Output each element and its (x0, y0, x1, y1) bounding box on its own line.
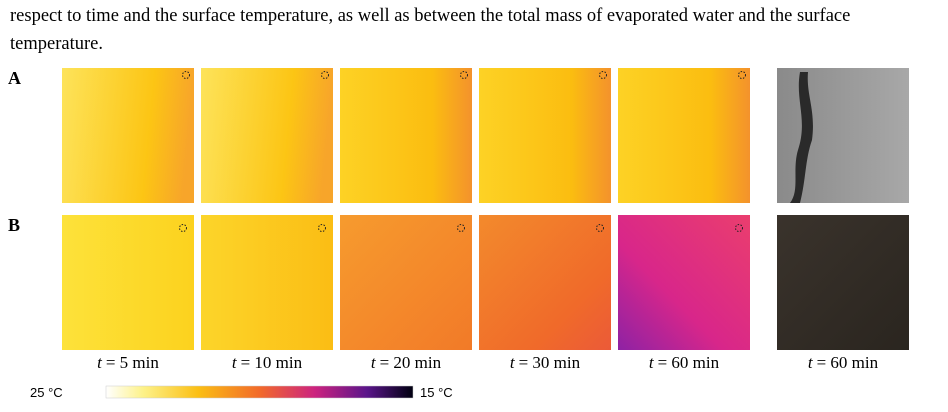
row-b-panels (62, 215, 909, 350)
row-label: A (8, 68, 21, 88)
captions: t = 5 min t = 10 min t = 20 min t = 30 min t = 60… (97, 353, 879, 372)
marker (179, 224, 187, 232)
marker (596, 224, 604, 232)
caption: t = 5 min (97, 353, 159, 372)
caption-variable: t (808, 353, 814, 372)
paragraph-line: temperature. (10, 34, 103, 54)
marker (182, 71, 190, 79)
caption-text: = 60 min (658, 353, 720, 372)
thermal-image (62, 215, 194, 350)
caption-text: = 10 min (241, 353, 303, 372)
thermal-image (618, 215, 750, 350)
paragraph-line: respect to time and the surface temperat… (10, 6, 850, 26)
colorbar-max-label: 25 °C (30, 385, 63, 400)
marker (738, 71, 746, 79)
row-a-panels (62, 68, 909, 203)
marker (599, 71, 607, 79)
photo-crack (790, 72, 813, 203)
caption-variable: t (510, 353, 516, 372)
marker (318, 224, 326, 232)
marker (321, 71, 329, 79)
markers (179, 71, 746, 232)
marker (460, 71, 468, 79)
caption-variable: t (232, 353, 238, 372)
caption-variable: t (97, 353, 103, 372)
thermal-image (340, 68, 472, 203)
caption: t = 10 min (232, 353, 303, 372)
caption-text: = 5 min (106, 353, 160, 372)
caption-variable: t (649, 353, 655, 372)
thermal-image (340, 215, 472, 350)
colorbar-min-label: 15 °C (420, 385, 453, 400)
thermal-image (201, 68, 333, 203)
caption-variable: t (371, 353, 377, 372)
photo (777, 215, 909, 350)
caption-text: = 20 min (380, 353, 442, 372)
colorbar (105, 385, 414, 399)
row-label: B (8, 215, 20, 235)
thermal-image (618, 68, 750, 203)
caption-text: = 60 min (817, 353, 879, 372)
marker (457, 224, 465, 232)
caption: t = 60 min (649, 353, 720, 372)
caption: t = 60 min (808, 353, 879, 372)
thermal-image (479, 68, 611, 203)
caption: t = 30 min (510, 353, 581, 372)
caption-text: = 30 min (519, 353, 581, 372)
caption: t = 20 min (371, 353, 442, 372)
thermal-image (62, 68, 194, 203)
thermal-image (201, 215, 333, 350)
thermal-image (479, 215, 611, 350)
marker (735, 224, 743, 232)
